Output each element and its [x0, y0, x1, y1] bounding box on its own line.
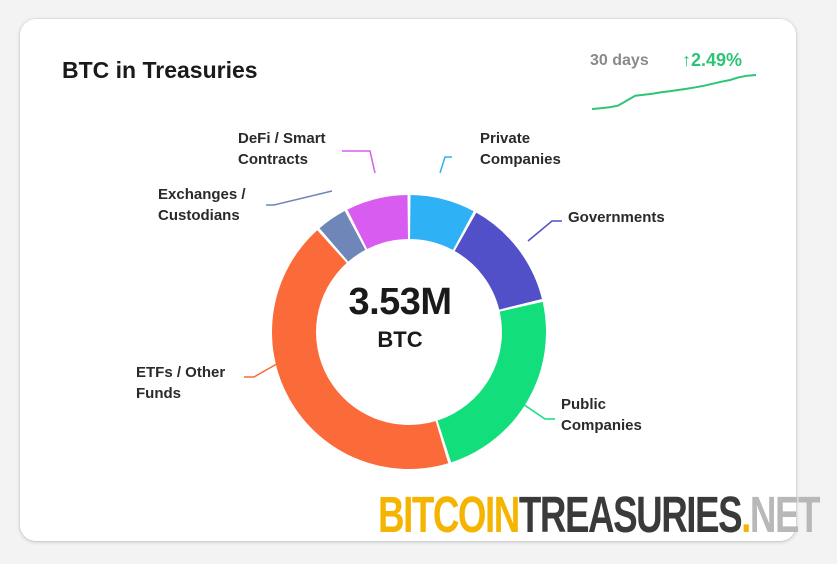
bitcointreasuries-logo: BITCOINTREASURIES.NET [378, 486, 821, 543]
donut-chart: Private Companies Governments Public Compani… [136, 130, 665, 470]
leader-line-exchanges-custodians [266, 190, 333, 206]
up-arrow-icon: ↑ [682, 50, 691, 70]
change-value: 2.49% [691, 50, 743, 70]
leader-line-governments [527, 220, 562, 242]
slice-public-companies[interactable] [437, 301, 546, 463]
total-value: 3.53M [348, 281, 452, 323]
leader-line-defi-smart-contracts [342, 150, 376, 174]
label-private-companies: Private Companies [480, 130, 561, 168]
label-etfs-other-funds: ETFs / Other Funds [136, 364, 225, 402]
logo-part-dot: . [741, 486, 751, 543]
leader-line-private-companies [439, 156, 452, 174]
label-defi-smart-contracts: DeFi / Smart Contracts [238, 130, 326, 168]
total-unit: BTC [377, 327, 423, 352]
period-label[interactable]: 30 days [590, 52, 649, 69]
logo-part-bitcoin: BITCOIN [378, 486, 520, 543]
slice-etfs-other-funds[interactable] [272, 230, 449, 470]
label-public-companies: Public Companies [561, 396, 642, 434]
label-governments: Governments [568, 209, 665, 226]
leader-line-public-companies [519, 401, 555, 420]
logo-part-net: NET [749, 486, 821, 543]
change-indicator: ↑2.49% [682, 50, 742, 71]
slice-defi-smart-contracts[interactable] [347, 195, 408, 249]
sparkline-path [591, 74, 757, 110]
slice-governments[interactable] [454, 212, 542, 310]
slice-private-companies[interactable] [410, 195, 474, 251]
slice-exchanges-custodians[interactable] [319, 211, 366, 262]
card-title: BTC in Treasuries [62, 57, 258, 83]
sparkline [591, 74, 757, 110]
leader-line-etfs-other-funds [244, 360, 283, 378]
label-exchanges-custodians: Exchanges / Custodians [158, 186, 246, 224]
logo-part-treasuries: TREASURIES [518, 486, 743, 543]
btc-treasuries-card: BTC in Treasuries 30 days ↑2.49% Private… [20, 19, 820, 541]
